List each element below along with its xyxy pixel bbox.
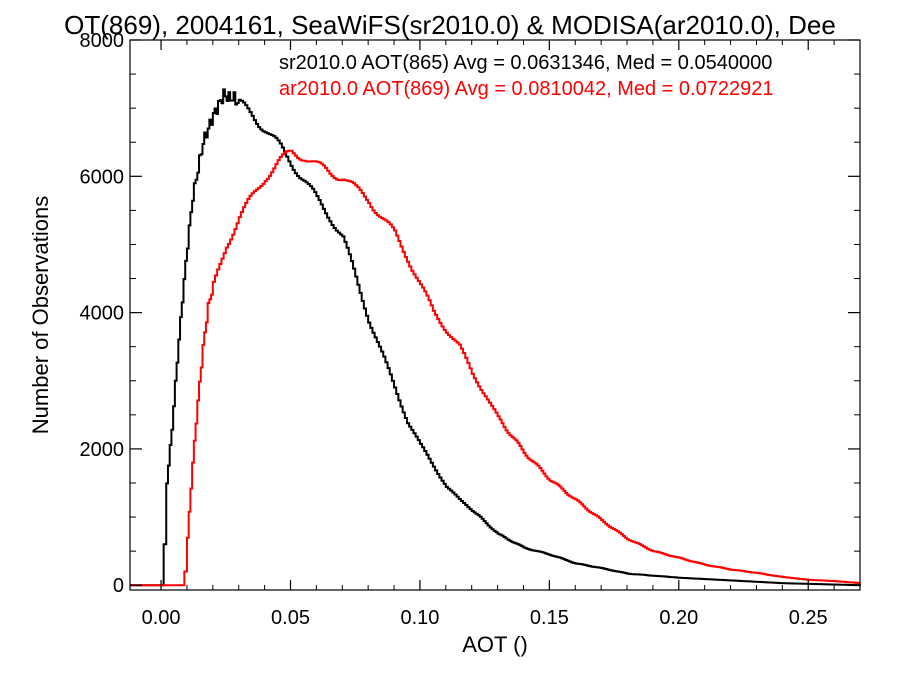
y-tick-label: 2000: [80, 439, 125, 461]
x-tick-label: 0.25: [789, 607, 828, 629]
x-axis: 0.00 0.05 0.10 0.15 0.20 0.25: [142, 40, 835, 629]
y-axis: 0 2000 4000 6000 8000: [80, 30, 860, 597]
x-tick-label: 0.05: [271, 607, 310, 629]
series-line-0: [130, 88, 861, 587]
y-axis-label: Number of Observations: [28, 196, 53, 434]
x-tick-label: 0.15: [530, 607, 569, 629]
plot-frame: [129, 39, 861, 591]
y-tick-label: 8000: [80, 30, 125, 52]
series-layer: [130, 88, 861, 587]
y-tick-label: 4000: [80, 303, 125, 325]
annotation-ar2010: ar2010.0 AOT(869) Avg = 0.0810042, Med =…: [279, 78, 773, 100]
y-tick-label: 6000: [80, 166, 125, 188]
chart-title: OT(869), 2004161, SeaWiFS(sr2010.0) & MO…: [64, 10, 836, 40]
x-tick-label: 0.20: [659, 607, 698, 629]
y-tick-label: 0: [113, 575, 124, 597]
x-axis-label: AOT (): [462, 632, 528, 657]
x-tick-label: 0.00: [142, 607, 181, 629]
annotation-sr2010: sr2010.0 AOT(865) Avg = 0.0631346, Med =…: [279, 52, 772, 74]
series-line-1: [130, 149, 861, 587]
x-tick-label: 0.10: [400, 607, 439, 629]
